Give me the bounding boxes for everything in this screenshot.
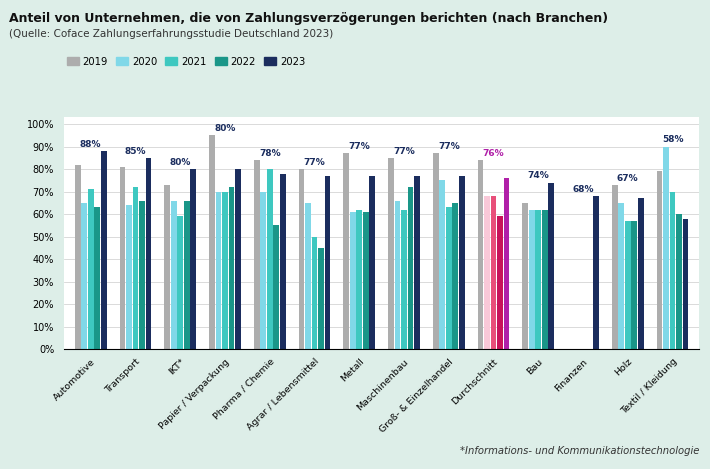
Bar — [299, 169, 305, 349]
Text: Anteil von Unternehmen, die von Zahlungsverzögerungen berichten (nach Branchen): Anteil von Unternehmen, die von Zahlungs… — [9, 12, 608, 25]
Bar — [171, 201, 177, 349]
Bar — [344, 153, 349, 349]
Bar — [548, 182, 554, 349]
Text: 77%: 77% — [349, 142, 370, 151]
Text: 77%: 77% — [393, 147, 415, 156]
Text: 74%: 74% — [528, 171, 549, 181]
Bar — [178, 216, 183, 349]
Bar — [209, 135, 215, 349]
Text: 88%: 88% — [80, 140, 102, 149]
Bar — [305, 203, 311, 349]
Bar — [535, 210, 541, 349]
Bar — [235, 169, 241, 349]
Bar — [618, 203, 624, 349]
Text: 68%: 68% — [572, 185, 594, 194]
Bar — [631, 221, 637, 349]
Bar — [126, 205, 132, 349]
Bar — [433, 153, 439, 349]
Bar — [82, 203, 87, 349]
Bar — [459, 176, 464, 349]
Text: 85%: 85% — [125, 147, 146, 156]
Bar — [388, 158, 394, 349]
Bar — [216, 192, 222, 349]
Bar — [318, 248, 324, 349]
Bar — [324, 176, 330, 349]
Bar — [261, 192, 266, 349]
Bar — [491, 196, 496, 349]
Bar — [146, 158, 151, 349]
Bar — [254, 160, 260, 349]
Bar — [676, 214, 682, 349]
Text: 77%: 77% — [304, 158, 325, 167]
Bar — [484, 196, 490, 349]
Bar — [229, 187, 234, 349]
Legend: 2019, 2020, 2021, 2022, 2023: 2019, 2020, 2021, 2022, 2023 — [62, 53, 309, 71]
Bar — [446, 207, 452, 349]
Bar — [452, 203, 458, 349]
Bar — [75, 165, 81, 349]
Text: 58%: 58% — [662, 135, 683, 144]
Text: 77%: 77% — [438, 142, 459, 151]
Bar — [139, 201, 145, 349]
Bar — [101, 151, 106, 349]
Bar — [670, 192, 675, 349]
Bar — [497, 216, 503, 349]
Bar — [356, 210, 362, 349]
Bar — [312, 237, 317, 349]
Text: (Quelle: Coface Zahlungserfahrungsstudie Deutschland 2023): (Quelle: Coface Zahlungserfahrungsstudie… — [9, 29, 333, 39]
Bar — [523, 203, 528, 349]
Bar — [638, 198, 644, 349]
Bar — [657, 171, 662, 349]
Bar — [395, 201, 400, 349]
Bar — [133, 187, 138, 349]
Bar — [625, 221, 630, 349]
Bar — [542, 210, 547, 349]
Bar — [478, 160, 484, 349]
Bar — [273, 226, 279, 349]
Bar — [88, 189, 94, 349]
Bar — [222, 192, 228, 349]
Text: 80%: 80% — [170, 158, 191, 167]
Text: *Informations- und Kommunikationstechnologie: *Informations- und Kommunikationstechnol… — [460, 446, 699, 456]
Bar — [593, 196, 599, 349]
Bar — [682, 219, 689, 349]
Bar — [190, 169, 196, 349]
Bar — [408, 187, 413, 349]
Bar — [503, 178, 509, 349]
Bar — [267, 169, 273, 349]
Bar — [350, 212, 356, 349]
Bar — [439, 181, 445, 349]
Bar — [369, 176, 375, 349]
Bar — [184, 201, 190, 349]
Bar — [414, 176, 420, 349]
Bar — [401, 210, 407, 349]
Bar — [363, 212, 368, 349]
Bar — [663, 146, 669, 349]
Text: 80%: 80% — [214, 124, 236, 133]
Text: 67%: 67% — [617, 174, 638, 182]
Bar — [529, 210, 535, 349]
Text: 78%: 78% — [259, 149, 280, 158]
Bar — [280, 174, 285, 349]
Bar — [119, 167, 126, 349]
Bar — [94, 207, 100, 349]
Text: 76%: 76% — [483, 149, 504, 158]
Bar — [164, 185, 170, 349]
Bar — [612, 185, 618, 349]
